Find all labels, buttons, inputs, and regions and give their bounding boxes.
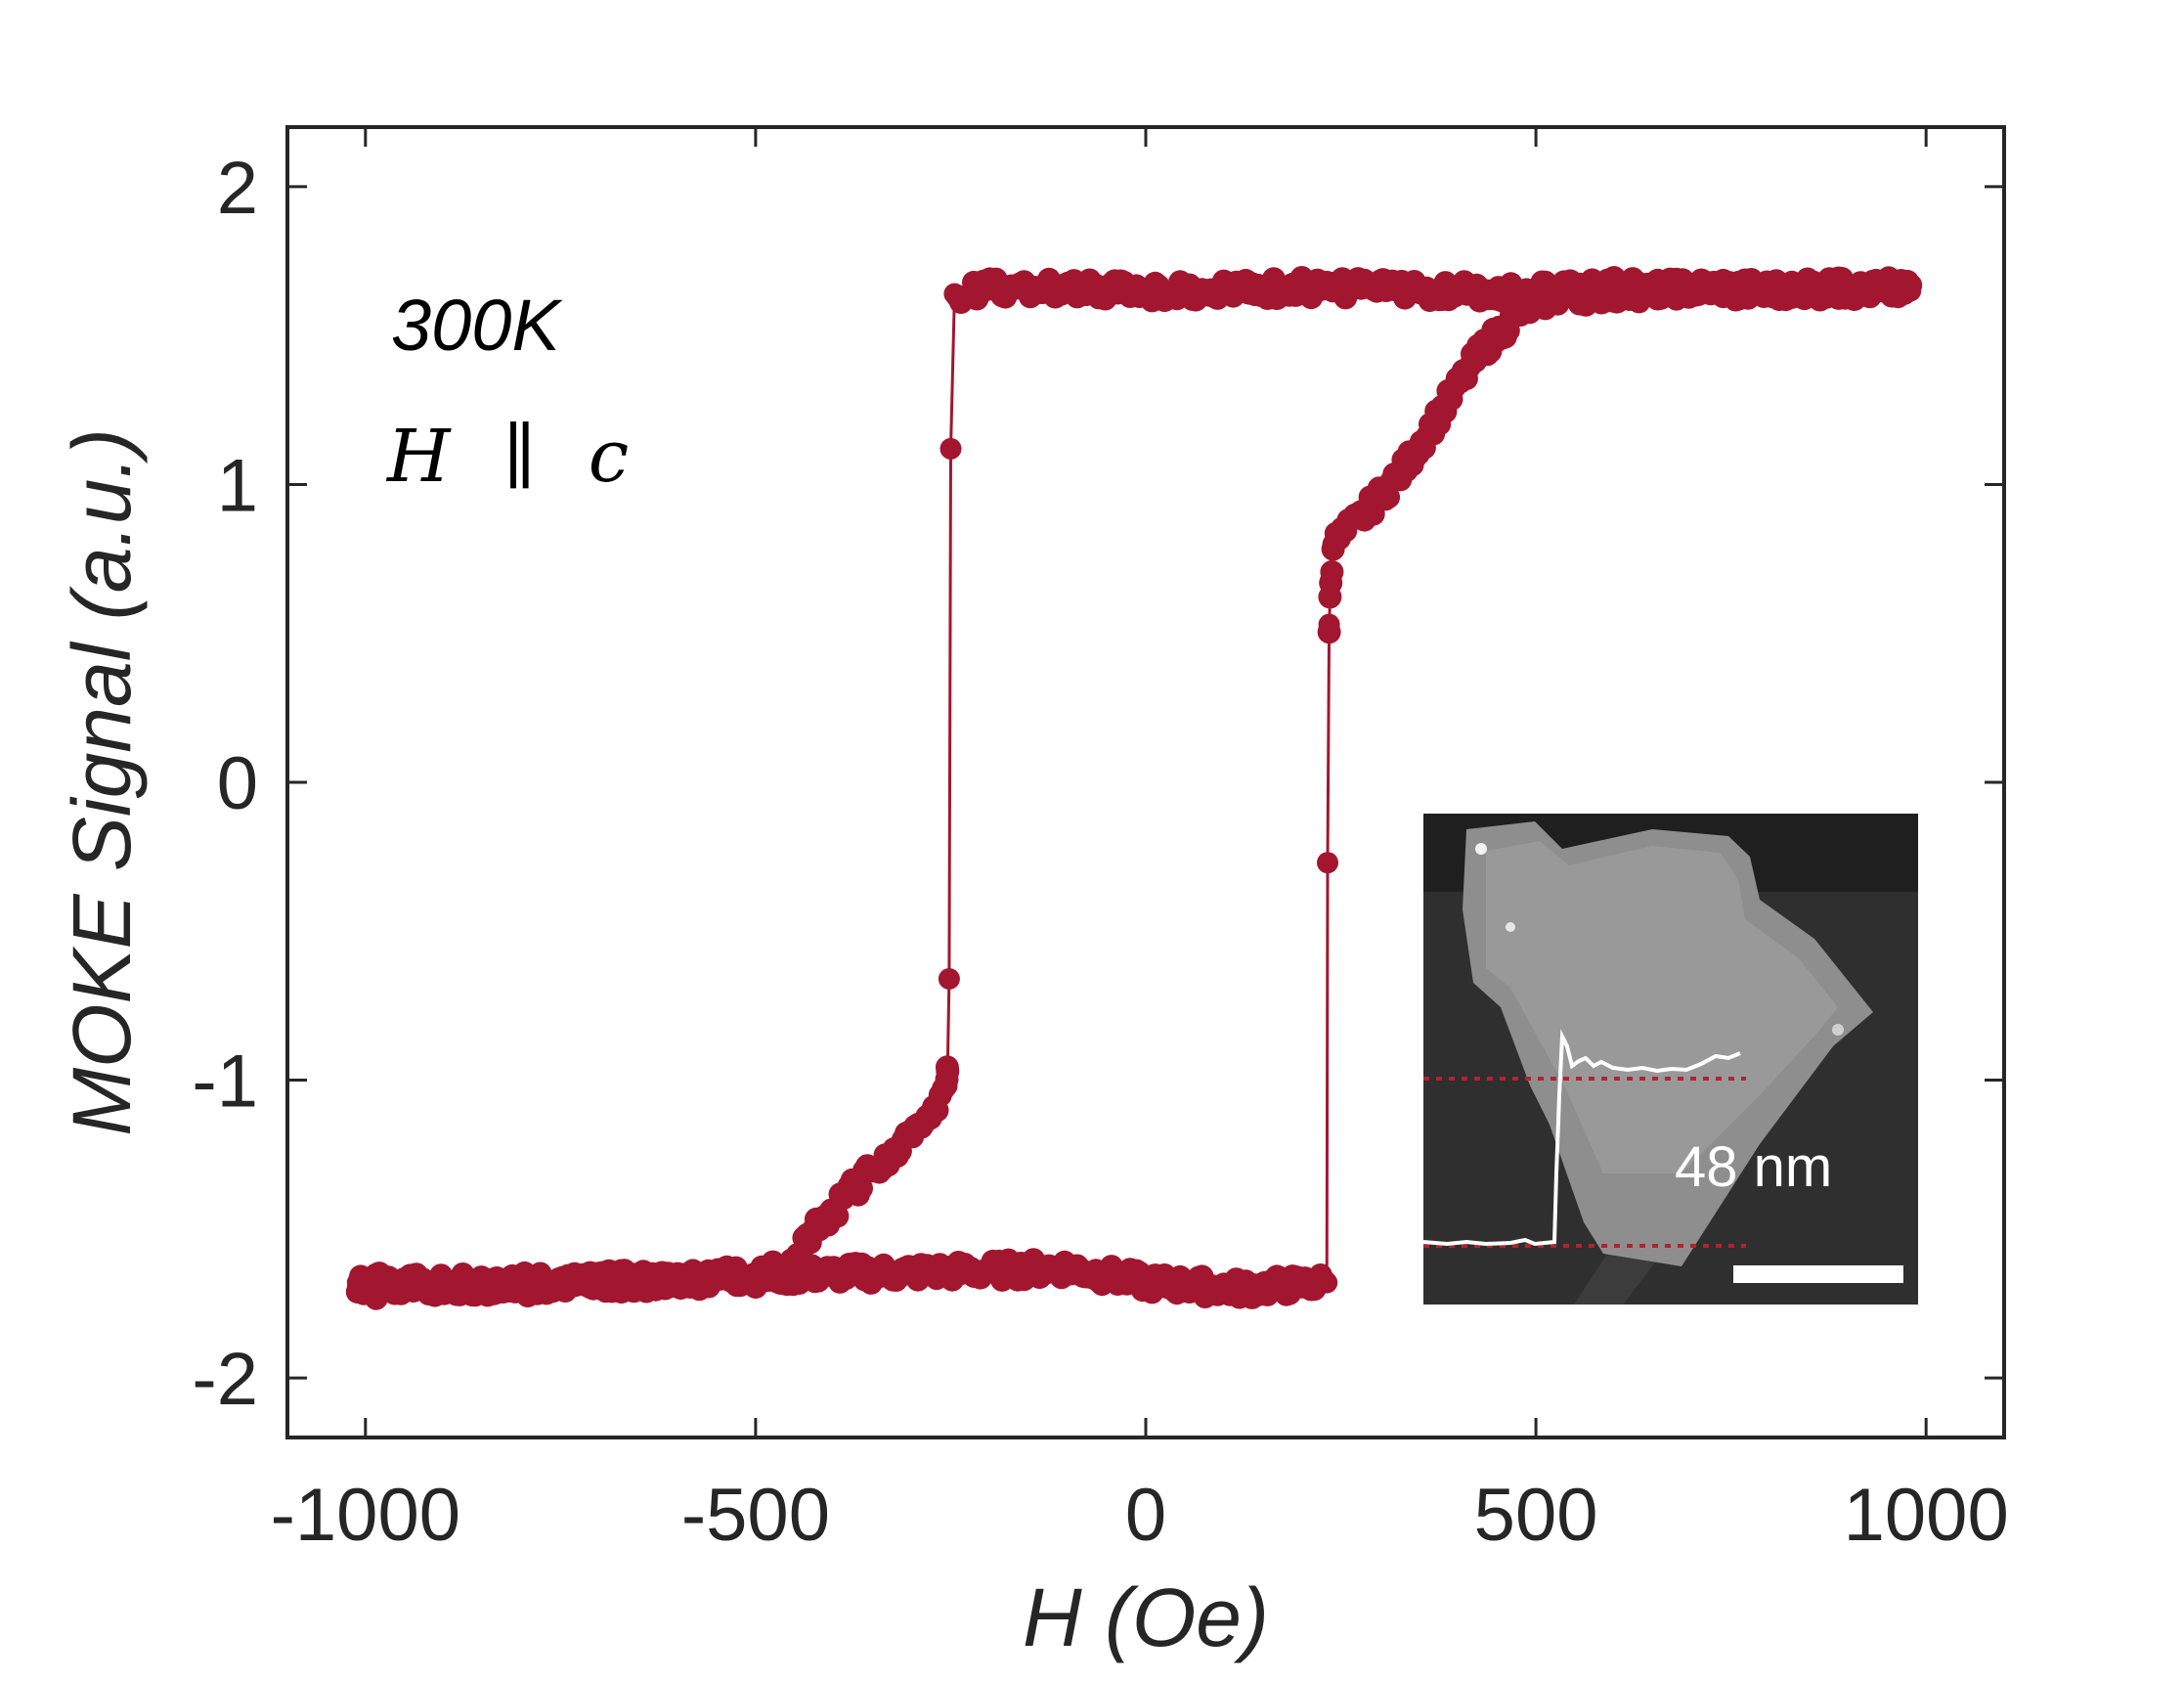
inset-flake-highlight bbox=[1486, 841, 1838, 1173]
inset-height-profile bbox=[1422, 1029, 1741, 1247]
data-point-marker bbox=[1135, 280, 1157, 302]
data-point-marker bbox=[1316, 1271, 1338, 1294]
data-point-marker bbox=[938, 968, 960, 990]
y-tick-label: 0 bbox=[217, 742, 258, 825]
axis-ticks-group: -1000 -500 0 500 1000 -2 -1 0 1 2 bbox=[192, 127, 2009, 1557]
data-point-marker bbox=[877, 1143, 899, 1166]
data-point-marker bbox=[1470, 339, 1493, 362]
temperature-annotation: 300K bbox=[391, 285, 563, 366]
y-tick-label: 2 bbox=[217, 147, 258, 230]
data-point-marker bbox=[1135, 1271, 1157, 1294]
data-point-marker bbox=[799, 1223, 821, 1246]
data-point-marker bbox=[1228, 1277, 1250, 1300]
inset-particle bbox=[1832, 1024, 1844, 1036]
data-point-marker bbox=[1900, 280, 1922, 302]
x-axis-label: H (Oe) bbox=[1023, 1571, 1269, 1663]
x-tick-label: 1000 bbox=[1844, 1474, 2009, 1557]
field-direction-annotation: H ∥ c bbox=[385, 415, 629, 499]
data-point-marker bbox=[1320, 568, 1342, 591]
data-point-marker bbox=[1318, 613, 1340, 636]
data-point-marker bbox=[346, 1277, 369, 1300]
data-point-marker bbox=[1681, 277, 1703, 299]
data-point-marker bbox=[936, 1075, 958, 1097]
data-point-marker bbox=[838, 1182, 860, 1205]
data-point-marker bbox=[667, 1268, 689, 1291]
y-tick-label: -1 bbox=[192, 1040, 258, 1124]
data-point-marker bbox=[510, 1271, 533, 1294]
data-point-marker bbox=[1057, 1257, 1079, 1279]
data-point-marker bbox=[1317, 852, 1338, 874]
field-c-symbol: c bbox=[589, 415, 629, 499]
parallel-symbol: ∥ bbox=[502, 415, 536, 499]
x-tick-label: 0 bbox=[1125, 1474, 1166, 1557]
field-h-symbol: H bbox=[385, 415, 452, 499]
x-tick-label: 500 bbox=[1474, 1474, 1598, 1557]
x-tick-label: -1000 bbox=[271, 1474, 460, 1557]
inset-thickness-label: 48 nm bbox=[1675, 1135, 1832, 1199]
data-point-marker bbox=[1541, 286, 1563, 308]
y-axis-label: MOKE Signal (a.u.) bbox=[56, 428, 148, 1136]
data-point-marker bbox=[979, 1260, 1001, 1282]
y-tick-label: 1 bbox=[217, 444, 258, 527]
data-point-marker bbox=[1447, 280, 1469, 302]
data-point-marker bbox=[1509, 300, 1532, 323]
data-point-marker bbox=[937, 1057, 959, 1080]
y-tick-label: -2 bbox=[192, 1338, 258, 1421]
data-point-marker bbox=[943, 283, 966, 305]
series-branch-1 bbox=[345, 267, 1922, 1310]
inset-afm-image: 48 nm bbox=[1422, 814, 1918, 1305]
data-point-marker bbox=[1322, 533, 1344, 555]
data-point-marker bbox=[1392, 459, 1415, 481]
data-point-marker bbox=[822, 1262, 845, 1285]
inset-particle bbox=[1506, 922, 1515, 932]
data-point-marker bbox=[939, 437, 962, 460]
x-tick-label: -500 bbox=[681, 1474, 830, 1557]
data-point-marker bbox=[979, 277, 1001, 299]
data-series-group bbox=[345, 266, 1923, 1310]
inset-particle bbox=[1475, 843, 1487, 855]
data-point-marker bbox=[916, 1105, 939, 1128]
data-point-marker bbox=[1431, 399, 1454, 421]
inset-scale-bar bbox=[1733, 1265, 1903, 1283]
data-point-marker bbox=[1353, 503, 1376, 525]
data-point-marker bbox=[1290, 277, 1313, 299]
